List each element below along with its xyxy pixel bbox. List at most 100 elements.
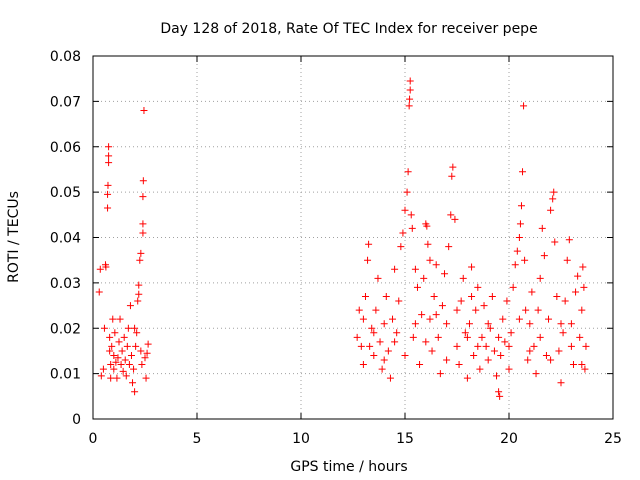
data-point: [112, 358, 120, 366]
data-point: [124, 324, 132, 332]
data-point: [139, 229, 147, 237]
data-point: [436, 370, 444, 378]
data-point: [578, 361, 586, 369]
y-tick-label: 0.01: [50, 367, 81, 383]
data-point: [411, 320, 419, 328]
data-point: [104, 181, 112, 189]
data-point: [461, 329, 469, 337]
data-point: [499, 315, 507, 323]
data-point: [453, 342, 461, 350]
data-point: [515, 234, 523, 241]
data-point: [395, 297, 403, 305]
data-point: [401, 351, 409, 359]
data-point: [423, 222, 431, 230]
data-point: [131, 324, 139, 332]
data-point: [538, 224, 546, 232]
y-tick-label: 0.07: [50, 94, 81, 110]
data-point: [355, 306, 363, 314]
data-point: [530, 342, 538, 350]
chart-title: Day 128 of 2018, Rate Of TEC Index for r…: [160, 21, 537, 37]
data-point: [405, 102, 413, 110]
data-point: [99, 365, 107, 373]
data-point: [104, 204, 112, 212]
data-point: [517, 202, 525, 210]
data-point: [97, 372, 105, 380]
data-point: [569, 361, 577, 369]
data-point: [553, 292, 561, 300]
data-point: [457, 297, 465, 305]
data-point: [131, 388, 139, 396]
data-point: [478, 333, 486, 341]
data-point: [361, 292, 369, 300]
data-point: [549, 195, 557, 203]
data-point: [406, 86, 414, 94]
data-point: [426, 256, 434, 264]
data-point: [526, 347, 534, 355]
data-point: [447, 211, 455, 219]
data-point: [134, 297, 142, 305]
data-point: [534, 306, 542, 314]
data-point: [540, 252, 548, 260]
data-point: [432, 311, 440, 319]
data-point: [142, 374, 150, 382]
data-point: [109, 315, 117, 323]
data-point: [137, 347, 145, 355]
data-point: [470, 351, 478, 359]
y-tick-label: 0.02: [50, 321, 81, 337]
data-point: [579, 263, 587, 271]
data-point: [359, 315, 367, 323]
data-point: [389, 315, 397, 323]
data-point: [501, 338, 509, 346]
data-point: [567, 342, 575, 350]
x-tick-labels: 0 5 10 15 20 25: [89, 431, 622, 447]
data-point: [557, 379, 565, 387]
data-point: [106, 333, 114, 341]
data-point: [368, 324, 376, 332]
data-point: [484, 320, 492, 328]
data-point: [118, 347, 126, 355]
data-point: [406, 95, 414, 103]
data-point: [532, 370, 540, 378]
data-point: [495, 388, 503, 396]
data-point: [104, 190, 112, 198]
data-point: [430, 292, 438, 300]
data-point: [116, 315, 124, 323]
data-point: [138, 361, 146, 369]
y-tick-labels: 0 0.01 0.02 0.03 0.04 0.05 0.06 0.07 0.08: [50, 49, 81, 428]
data-point: [545, 315, 553, 323]
data-point: [357, 342, 365, 350]
data-point: [513, 247, 521, 255]
data-point: [519, 168, 527, 176]
data-point: [557, 320, 565, 328]
data-point: [411, 265, 419, 273]
data-point: [424, 240, 432, 248]
y-tick-label: 0.03: [50, 276, 81, 292]
data-point: [126, 302, 134, 310]
data-point: [551, 238, 559, 246]
data-point: [472, 306, 480, 314]
data-point: [449, 163, 457, 171]
data-point: [463, 333, 471, 341]
data-point: [547, 206, 555, 214]
axis-ticks: [92, 55, 614, 420]
data-point: [135, 290, 143, 298]
data-point: [528, 288, 536, 296]
data-point: [401, 206, 409, 214]
data-point: [572, 288, 580, 296]
data-point: [490, 347, 498, 355]
data-point: [561, 297, 569, 305]
x-tick-label: 10: [292, 431, 310, 447]
data-point: [380, 320, 388, 328]
data-point: [555, 347, 563, 355]
data-point: [106, 347, 114, 355]
data-point: [578, 306, 586, 314]
data-point: [135, 281, 143, 289]
data-point: [409, 333, 417, 341]
data-point: [406, 77, 414, 85]
data-point: [359, 361, 367, 369]
data-point: [503, 297, 511, 305]
data-point: [380, 356, 388, 364]
data-point: [567, 320, 575, 328]
data-point: [482, 342, 490, 350]
data-point: [353, 333, 361, 341]
